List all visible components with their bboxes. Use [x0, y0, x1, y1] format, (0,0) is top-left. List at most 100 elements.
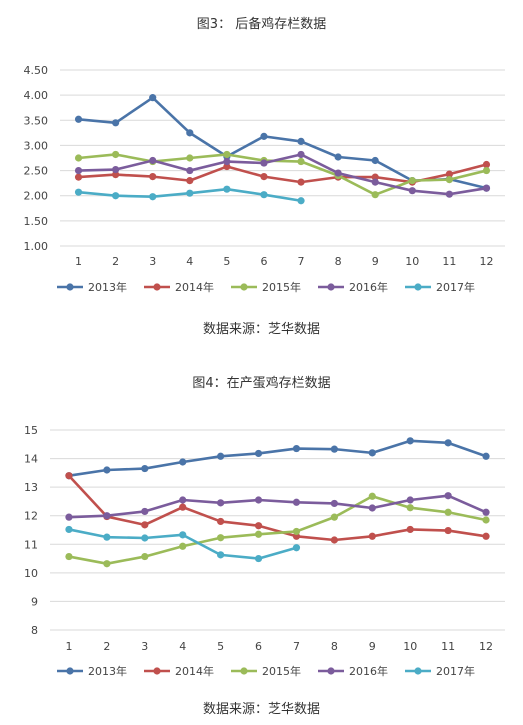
data-point — [330, 513, 338, 521]
y-tick-label: 1.00 — [24, 240, 49, 253]
data-point — [330, 499, 338, 508]
data-point — [371, 191, 379, 199]
data-point — [223, 162, 231, 171]
data-point — [149, 94, 157, 102]
legend-label: 2015年 — [262, 280, 301, 294]
data-point — [368, 492, 376, 500]
legend-item: 2013年 — [57, 664, 127, 678]
data-point — [141, 464, 149, 473]
data-point — [408, 187, 416, 195]
legend-swatch-marker — [327, 667, 335, 675]
x-tick-label: 3 — [141, 640, 148, 653]
y-tick-label: 8 — [31, 624, 38, 637]
chart-source: 数据来源：芝华数据 — [202, 702, 320, 717]
data-point — [217, 551, 225, 559]
x-tick-label: 8 — [331, 640, 338, 653]
legend-label: 2015年 — [262, 664, 301, 678]
data-point — [330, 536, 338, 544]
data-point — [482, 166, 491, 175]
data-point — [292, 527, 301, 536]
data-point — [292, 544, 301, 552]
legend-label: 2014年 — [175, 664, 214, 678]
data-point — [186, 189, 194, 197]
data-point — [112, 170, 120, 179]
data-point — [406, 504, 414, 512]
x-tick-label: 2 — [112, 255, 119, 268]
legend-item: 2017年 — [405, 664, 475, 678]
y-tick-label: 4.50 — [24, 64, 49, 77]
data-point — [74, 154, 83, 162]
legend-item: 2015年 — [231, 280, 301, 294]
data-point — [260, 191, 268, 199]
x-tick-label: 2 — [103, 640, 110, 653]
data-point — [297, 137, 305, 146]
data-point — [217, 452, 225, 460]
data-point — [368, 449, 376, 457]
legend-label: 2016年 — [349, 664, 388, 678]
data-point — [334, 153, 342, 161]
y-tick-label: 1.50 — [24, 215, 49, 228]
data-point — [103, 560, 111, 568]
x-tick-label: 9 — [369, 640, 376, 653]
data-point — [149, 156, 157, 165]
data-point — [65, 525, 73, 534]
y-tick-label: 15 — [24, 424, 38, 437]
data-point — [371, 156, 379, 165]
x-tick-label: 7 — [298, 255, 305, 268]
data-point — [260, 173, 268, 181]
legend-label: 2017年 — [436, 280, 475, 294]
legend-item: 2016年 — [318, 280, 388, 294]
data-point — [368, 532, 376, 540]
data-point — [74, 115, 83, 123]
data-point — [179, 531, 187, 539]
data-point — [149, 173, 157, 181]
series-line — [78, 153, 487, 197]
data-point — [371, 173, 379, 181]
x-tick-label: 11 — [441, 640, 455, 653]
data-point — [65, 513, 73, 521]
data-point — [223, 157, 231, 166]
legend-swatch-marker — [153, 283, 161, 291]
legend-label: 2013年 — [88, 664, 127, 678]
data-point — [297, 157, 305, 166]
x-tick-label: 12 — [479, 255, 493, 268]
data-point — [444, 492, 452, 500]
data-point — [65, 472, 73, 480]
x-tick-label: 10 — [403, 640, 417, 653]
x-tick-label: 5 — [223, 255, 230, 268]
data-point — [112, 192, 120, 200]
data-point — [368, 504, 376, 512]
x-tick-label: 4 — [179, 640, 186, 653]
data-point — [444, 439, 452, 447]
legend-label: 2016年 — [349, 280, 388, 294]
data-point — [179, 503, 187, 511]
legend-swatch-marker — [240, 283, 248, 291]
data-point — [74, 166, 83, 175]
data-point — [179, 496, 187, 504]
data-point — [444, 526, 452, 535]
legend-label: 2017年 — [436, 664, 475, 678]
data-point — [406, 496, 414, 504]
data-point — [179, 542, 187, 550]
y-tick-label: 14 — [24, 453, 38, 466]
data-point — [103, 466, 111, 474]
legend-item: 2017年 — [405, 280, 475, 294]
data-point — [254, 496, 263, 504]
data-point — [406, 437, 414, 445]
data-point — [223, 185, 231, 193]
data-point — [217, 499, 225, 507]
data-point — [482, 184, 491, 192]
y-tick-label: 2.00 — [24, 190, 49, 203]
data-point — [482, 452, 490, 460]
figure-3: 图3： 后备鸡存栏数据 1.00 1.50 2.00 2.50 3.00 3.50 4.00… — [0, 0, 523, 345]
data-point — [149, 193, 157, 201]
data-point — [141, 552, 149, 561]
legend-swatch-marker — [66, 667, 74, 675]
data-point — [445, 176, 453, 184]
data-point — [65, 552, 73, 561]
legend-label: 2014年 — [175, 280, 214, 294]
data-point — [482, 160, 491, 169]
legend-swatch-marker — [414, 667, 422, 675]
data-point — [334, 169, 342, 177]
